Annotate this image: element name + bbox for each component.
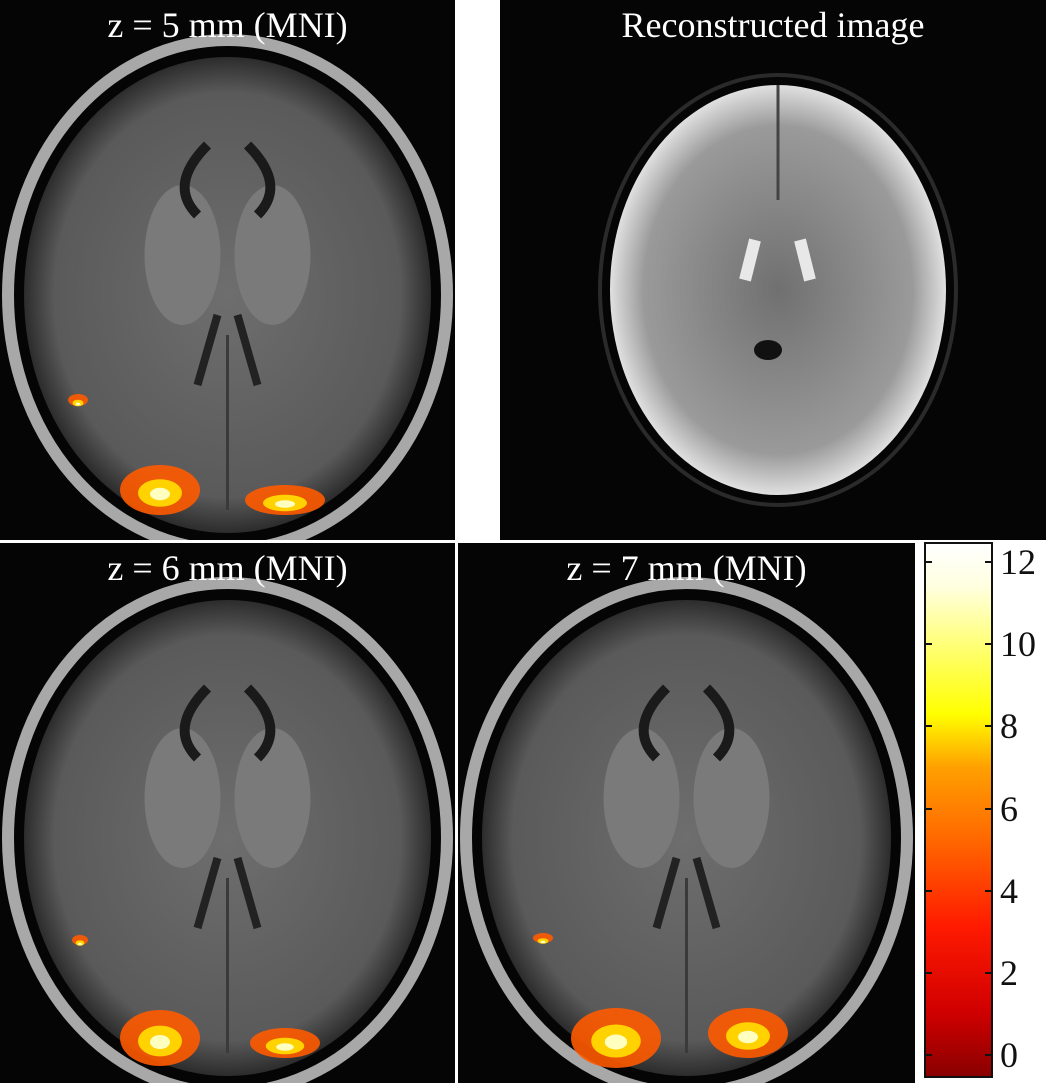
panel-title: z = 5 mm (MNI) [107, 5, 348, 45]
colorbar-tick-mark [926, 561, 932, 563]
reconstructed-image: Reconstructed image [500, 0, 1046, 540]
colorbar-tick-label: 0 [1000, 1035, 1018, 1075]
colorbar-tick-label: 12 [1000, 542, 1036, 582]
panel-title: Reconstructed image [621, 5, 925, 45]
colorbar-tick-mark [926, 807, 932, 810]
colorbar-tick-mark [926, 971, 932, 974]
skull [2, 577, 453, 1083]
brain-tissue [24, 600, 431, 1076]
panel-title: z = 6 mm (MNI) [107, 548, 348, 588]
brain-tissue [482, 600, 891, 1076]
colorbar-tick-mark [985, 1054, 991, 1056]
colorbar-tick-mark [985, 971, 991, 974]
colorbar-tick-mark [926, 643, 932, 646]
colorbar-tick-label: 6 [1000, 788, 1018, 829]
colorbar-tick-label: 2 [1000, 952, 1018, 993]
brain-slice-z5: z = 5 mm (MNI) [0, 0, 455, 540]
colorbar-tick-mark [985, 561, 991, 563]
brain-slice-z7: z = 7 mm (MNI) [458, 543, 915, 1083]
brain-tissue [24, 57, 431, 533]
brain-slice-z6: z = 6 mm (MNI) [0, 543, 455, 1083]
ventricles [179, 141, 276, 219]
ventricles [179, 684, 276, 762]
colorbar-tick-label: 4 [1000, 870, 1018, 911]
colorbar-tick-mark [985, 807, 991, 810]
epi-brain [610, 85, 946, 495]
skull [2, 34, 453, 540]
colorbar [924, 542, 993, 1078]
skull [460, 577, 913, 1083]
colorbar-tick-label: 10 [1000, 624, 1036, 665]
colorbar-tick-mark [926, 725, 932, 728]
colorbar-tick-label: 8 [1000, 706, 1018, 747]
colorbar-tick-mark [926, 1054, 932, 1056]
colorbar-tick-mark [985, 643, 991, 646]
colorbar-tick-mark [926, 889, 932, 892]
colorbar-tick-mark [985, 725, 991, 728]
ventricles [638, 684, 735, 762]
colorbar-tick-mark [985, 889, 991, 892]
panel-title: z = 7 mm (MNI) [566, 548, 807, 588]
